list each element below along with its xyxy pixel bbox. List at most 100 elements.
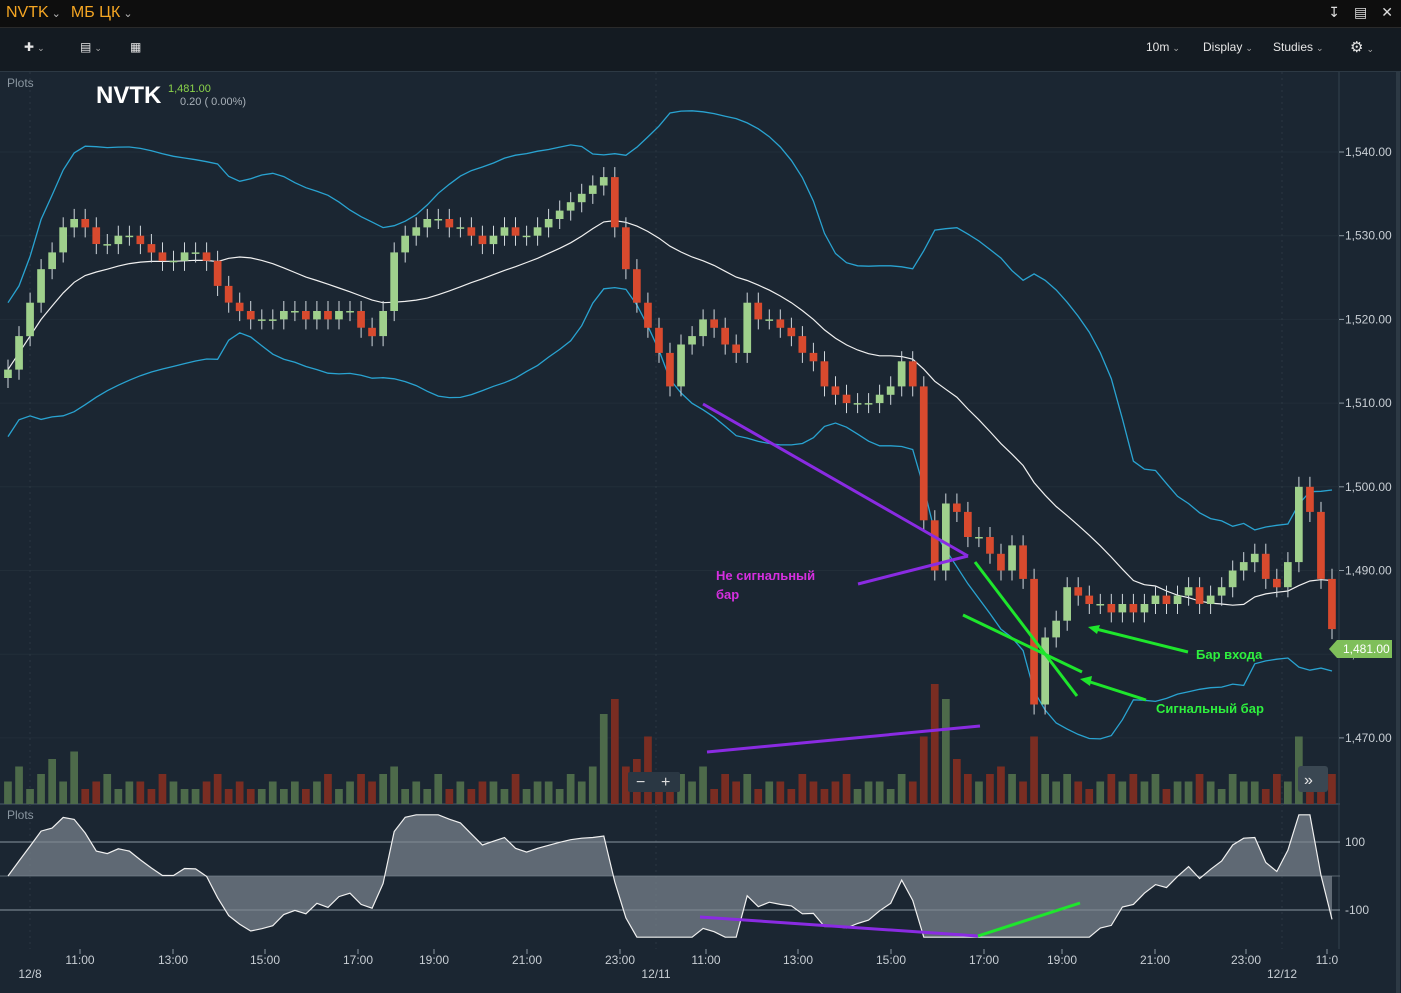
x-date-label: 12/11 — [641, 967, 670, 981]
chart-area[interactable]: 100 -100 1,540.00 1,530.00 1,520.00 1,510.00… — [0, 72, 1401, 993]
candle-body — [114, 235, 123, 245]
volume-bar — [853, 789, 862, 804]
volume-bar — [666, 781, 674, 804]
middle-band — [7, 219, 1333, 606]
volume-bar — [158, 774, 167, 804]
candle-body — [1118, 604, 1127, 613]
volume-bar — [390, 766, 398, 804]
volume-bar — [1228, 774, 1237, 804]
candle-body — [765, 319, 774, 321]
exchange-selector[interactable]: МБ ЦК ⌄ — [70, 4, 133, 21]
header-symbol: NVTK — [96, 82, 162, 109]
volume-bar — [280, 789, 288, 804]
x-tick-label: 11:00 — [65, 953, 94, 967]
volume-bar — [644, 736, 652, 804]
candle-body — [522, 235, 531, 238]
download-icon[interactable]: ↧ — [1328, 4, 1341, 20]
zoom-out-icon[interactable]: − — [636, 774, 645, 791]
volume-bar — [268, 781, 277, 804]
volume-bar — [423, 789, 432, 804]
y-tick-label: 1,530.00 — [1345, 229, 1392, 243]
candle-body — [37, 269, 45, 303]
close-icon[interactable]: ✕ — [1381, 4, 1393, 20]
interval-selector[interactable]: 10m ⌄ — [1146, 40, 1180, 54]
candle-body — [1162, 595, 1171, 604]
candle-body — [1052, 620, 1060, 638]
oscillator: 100 -100 — [0, 814, 1369, 938]
volume-bar — [776, 781, 785, 804]
chart-toolbar: ✚ ⌄ ▤ ⌄ ▦ 10m ⌄ Display ⌄ Studies ⌄ ⚙ ⌄ — [0, 28, 1401, 72]
table-button[interactable]: ▦ — [130, 40, 141, 54]
volume-bar — [456, 781, 465, 804]
candle-body — [1096, 604, 1105, 606]
candle-body — [743, 302, 752, 353]
annotation-lines — [699, 402, 1189, 938]
volume-bar — [1217, 789, 1226, 804]
price-tag-label: 1,481.00 — [1343, 642, 1390, 656]
green-osc-line — [977, 901, 1081, 938]
candle-body — [1306, 486, 1314, 512]
volume-bar — [964, 774, 972, 804]
comment-button[interactable]: ▤ ⌄ — [80, 40, 102, 54]
volume-bar — [1041, 774, 1049, 804]
purple-osc-line — [699, 915, 979, 938]
studies-menu[interactable]: Studies ⌄ — [1273, 40, 1324, 54]
volume-bar — [886, 789, 895, 804]
candle-body — [611, 177, 619, 228]
zoom-in-icon[interactable]: + — [661, 774, 670, 791]
candle-body — [1295, 486, 1303, 563]
candle-body — [268, 319, 277, 321]
candle-body — [1184, 587, 1193, 596]
candle-body — [291, 311, 299, 313]
crosshair-button[interactable]: ✚ ⌄ — [24, 40, 45, 54]
candle-body — [59, 227, 67, 253]
candle-body — [633, 269, 641, 303]
x-tick-label: 11:00 — [691, 953, 720, 967]
x-tick-label: 15:00 — [250, 953, 280, 967]
volume-bar — [577, 781, 586, 804]
volume-bar — [37, 774, 45, 804]
maximize-icon[interactable]: ▤ — [1354, 4, 1368, 20]
candle-body — [224, 285, 233, 303]
candle-body — [721, 327, 729, 345]
y-tick-label: 1,490.00 — [1345, 564, 1392, 578]
candle-body — [732, 344, 740, 353]
green-cross-line — [962, 613, 1083, 674]
price-tag: 1,481.00 — [1329, 640, 1392, 658]
volume-bar — [103, 774, 112, 804]
symbol-selector[interactable]: NVTK ⌄ — [6, 4, 61, 21]
candle-body — [191, 252, 200, 254]
volume-bar — [1008, 774, 1016, 804]
candle-body — [622, 227, 630, 270]
candle-body — [302, 311, 310, 320]
volume-bar — [533, 781, 542, 804]
volume-bar — [489, 781, 498, 804]
volume-bar — [1317, 781, 1325, 804]
candle-body — [357, 311, 365, 328]
volume-bar — [224, 789, 233, 804]
volume-bar — [588, 766, 597, 804]
volume-bar — [622, 766, 630, 804]
candle-body — [180, 252, 189, 261]
volume-bar — [235, 781, 244, 804]
volume-bar — [986, 774, 994, 804]
candle-body — [379, 311, 387, 337]
volume-bar — [1173, 781, 1182, 804]
volume-bar — [1273, 774, 1281, 804]
volume-bar — [434, 774, 443, 804]
scroll-right-button[interactable]: » — [1298, 766, 1328, 792]
volume-bar — [401, 789, 409, 804]
display-menu[interactable]: Display ⌄ — [1203, 40, 1253, 54]
volume-bar — [1096, 781, 1105, 804]
candle-body — [1195, 587, 1204, 604]
candle-body — [202, 252, 211, 261]
volume-bar — [1074, 781, 1083, 804]
volume-bar — [1052, 781, 1060, 804]
green-diag-line — [973, 561, 1079, 697]
volume-bar — [599, 714, 608, 804]
plots-label: Plots — [7, 76, 34, 90]
gear-icon: ⚙ — [1350, 39, 1364, 56]
candle-body — [644, 302, 652, 328]
purple-volume-line — [706, 724, 981, 754]
settings-button[interactable]: ⚙ ⌄ — [1350, 39, 1374, 56]
